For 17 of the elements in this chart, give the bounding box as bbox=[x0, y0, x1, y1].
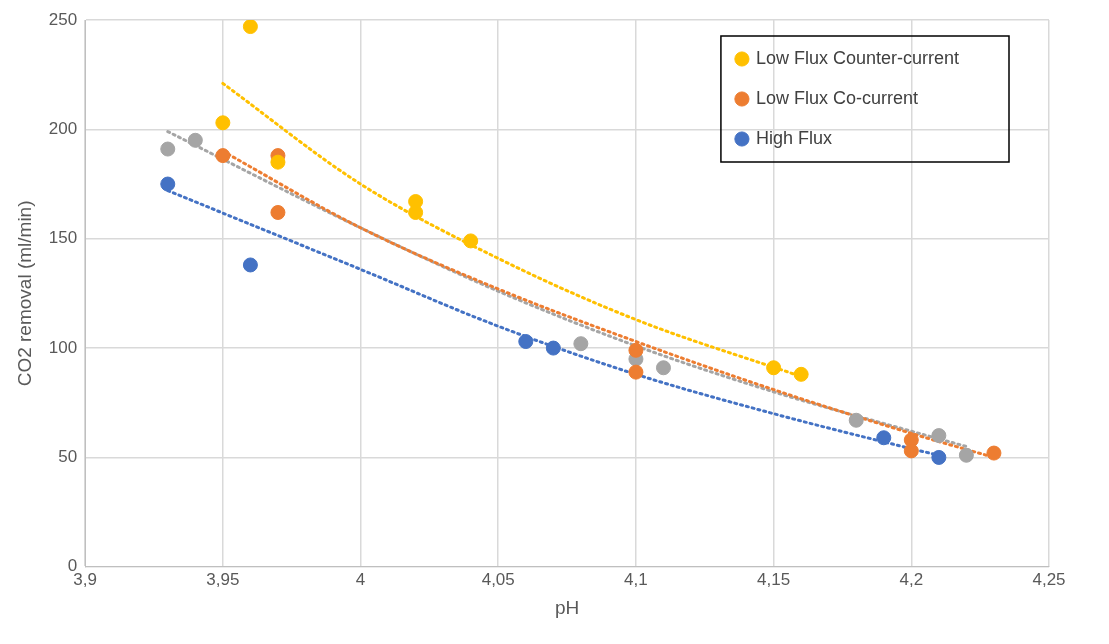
x-tick-label: 4,15 bbox=[757, 569, 791, 589]
legend-label: Low Flux Co-current bbox=[755, 87, 918, 108]
x-tick-label: 4 bbox=[355, 569, 366, 589]
y-tick-label: 200 bbox=[48, 119, 78, 139]
x-axis-title: pH bbox=[554, 596, 580, 618]
legend-label: High Flux bbox=[755, 127, 832, 148]
y-tick-label: 250 bbox=[48, 9, 78, 29]
y-tick-label: 150 bbox=[48, 228, 78, 248]
y-axis-title: CO2 removal (ml/min) bbox=[13, 200, 35, 387]
y-tick-label: 50 bbox=[58, 447, 78, 467]
y-tick-label: 100 bbox=[48, 337, 78, 357]
x-tick-label: 4,05 bbox=[481, 569, 515, 589]
x-tick-label: 4,2 bbox=[899, 569, 924, 589]
x-tick-label: 4,25 bbox=[1032, 569, 1066, 589]
x-tick-label: 4,1 bbox=[624, 569, 648, 589]
x-tick-label: 3,95 bbox=[206, 569, 240, 589]
legend-label: Low Flux Counter-current bbox=[755, 47, 960, 68]
